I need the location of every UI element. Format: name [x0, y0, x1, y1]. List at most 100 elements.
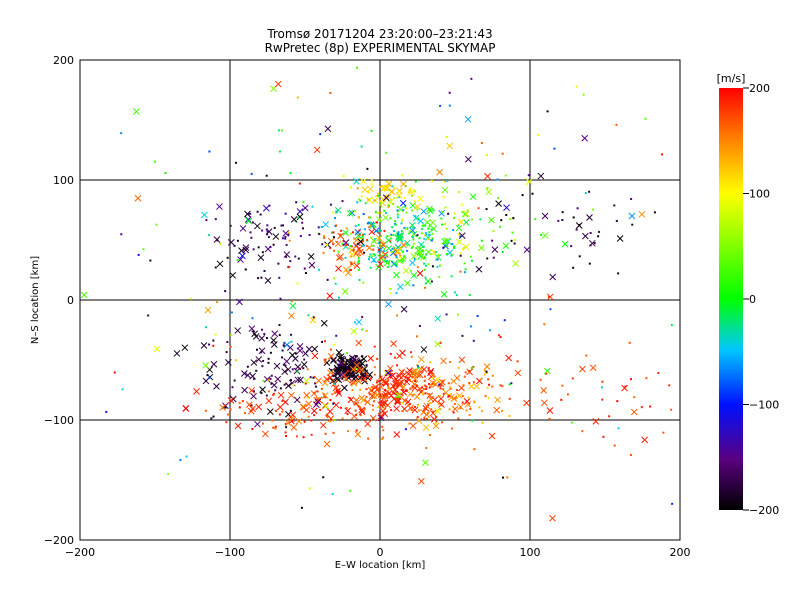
- data-point-dot: [395, 254, 398, 257]
- data-point-cross: [396, 234, 404, 241]
- data-point-dot: [277, 262, 280, 265]
- data-point-cross: [334, 240, 342, 248]
- data-point-dot: [315, 385, 318, 388]
- data-point-cross: [411, 406, 419, 414]
- data-point-cross: [588, 239, 596, 247]
- data-point-dot: [281, 224, 284, 227]
- data-point-dot: [249, 212, 252, 215]
- data-point-dot: [214, 333, 217, 336]
- data-point-dot: [438, 383, 441, 386]
- x-tick-label: 0: [377, 546, 384, 559]
- data-point-cross: [337, 353, 345, 360]
- data-point-dot: [323, 340, 326, 343]
- data-point-cross: [370, 392, 378, 399]
- data-point-cross: [335, 265, 342, 272]
- data-point-dot: [214, 218, 217, 221]
- data-point-dot: [423, 417, 426, 420]
- data-point-dot: [341, 242, 344, 245]
- data-point-cross: [383, 369, 390, 377]
- x-tick-label: 100: [520, 546, 541, 559]
- data-point-dot: [290, 340, 293, 343]
- data-point-cross: [210, 360, 218, 368]
- data-point-dot: [503, 319, 506, 322]
- data-point-dot: [324, 396, 327, 399]
- data-point-cross: [416, 248, 424, 256]
- data-point-dot: [492, 256, 495, 259]
- data-point-dot: [256, 210, 259, 213]
- data-point-dot: [324, 432, 327, 435]
- data-point-dot: [357, 259, 360, 262]
- data-point-cross: [288, 417, 295, 425]
- data-point-dot: [396, 239, 399, 242]
- data-point-dot: [164, 172, 167, 175]
- data-point-cross: [240, 370, 248, 377]
- data-point-dot: [671, 502, 674, 505]
- data-point-dot: [407, 403, 410, 406]
- data-point-dot: [284, 364, 287, 367]
- data-point-dot: [553, 147, 556, 150]
- data-point-dot: [349, 268, 352, 271]
- data-point-cross: [423, 218, 431, 226]
- data-point-dot: [349, 186, 352, 189]
- data-point-dot: [491, 374, 494, 377]
- data-point-dot: [536, 134, 539, 137]
- data-point-dot: [290, 415, 293, 418]
- data-point-dot: [322, 235, 325, 238]
- data-point-cross: [335, 349, 343, 356]
- data-point-cross: [337, 253, 344, 260]
- data-point-dot: [376, 230, 379, 233]
- data-point-dot: [387, 206, 390, 209]
- data-point-dot: [289, 379, 292, 382]
- data-point-cross: [259, 386, 266, 394]
- data-point-cross: [202, 362, 209, 369]
- data-point-dot: [442, 196, 445, 199]
- data-point-cross: [289, 302, 297, 310]
- data-point-dot: [473, 401, 476, 404]
- data-point-dot: [356, 201, 359, 204]
- data-point-cross: [344, 407, 352, 415]
- data-point-dot: [278, 334, 281, 337]
- data-point-dot: [424, 286, 427, 289]
- data-point-cross: [342, 229, 349, 237]
- data-point-dot: [445, 313, 448, 316]
- data-point-dot: [513, 242, 516, 245]
- data-point-dot: [373, 199, 376, 202]
- data-point-cross: [239, 252, 246, 260]
- data-point-dot: [441, 421, 444, 424]
- data-point-dot: [378, 377, 381, 380]
- data-point-dot: [259, 213, 262, 216]
- data-point-dot: [380, 375, 383, 378]
- data-point-cross: [393, 271, 400, 279]
- data-point-dot: [570, 421, 573, 424]
- data-point-dot: [527, 174, 530, 177]
- data-point-cross: [193, 388, 200, 395]
- data-point-dot: [464, 268, 467, 271]
- data-point-dot: [397, 395, 400, 398]
- data-point-dot: [404, 257, 407, 260]
- data-point-cross: [377, 412, 385, 420]
- colorbar: [719, 88, 743, 510]
- data-point-cross: [414, 371, 422, 379]
- data-point-dot: [501, 152, 504, 155]
- data-point-dot: [359, 388, 362, 391]
- data-point-dot: [420, 386, 423, 389]
- data-point-dot: [350, 261, 353, 264]
- data-point-dot: [373, 260, 376, 263]
- data-point-cross: [405, 370, 412, 378]
- data-point-cross: [543, 367, 551, 375]
- data-point-cross: [455, 224, 463, 232]
- data-point-cross: [403, 239, 411, 247]
- data-point-dot: [548, 417, 551, 420]
- data-point-dot: [318, 268, 321, 271]
- data-point-dot: [334, 224, 337, 227]
- data-point-dot: [229, 224, 232, 227]
- data-point-dot: [572, 266, 575, 269]
- data-point-cross: [484, 172, 491, 180]
- data-point-dot: [431, 237, 434, 240]
- data-point-dot: [457, 366, 460, 369]
- data-point-dot: [279, 297, 282, 300]
- data-point-dot: [214, 266, 217, 269]
- data-point-dot: [531, 192, 534, 195]
- data-point-cross: [379, 195, 387, 203]
- data-point-dot: [343, 361, 346, 364]
